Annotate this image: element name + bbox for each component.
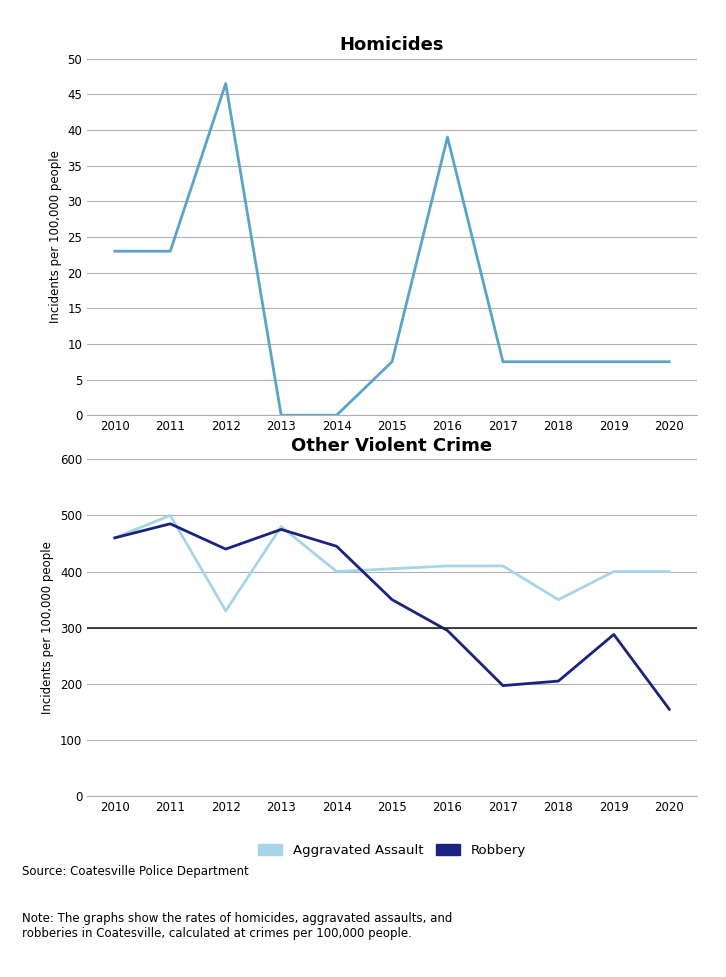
Robbery (443, 624, 452, 636)
Aggravated Assault (443, 560, 452, 572)
Robbery (554, 675, 563, 687)
Title: Homicides: Homicides (340, 36, 444, 55)
Robbery (333, 540, 341, 552)
Robbery (609, 628, 618, 640)
Y-axis label: Incidents per 100,000 people: Incidents per 100,000 people (49, 150, 62, 323)
Line: Aggravated Assault: Aggravated Assault (115, 515, 669, 611)
Robbery (110, 531, 119, 543)
Robbery (499, 680, 507, 692)
Text: Source: Coatesville Police Department: Source: Coatesville Police Department (22, 865, 248, 877)
Aggravated Assault (554, 594, 563, 606)
Aggravated Assault (333, 566, 341, 577)
Y-axis label: Incidents per 100,000 people: Incidents per 100,000 people (41, 541, 54, 714)
Line: Robbery: Robbery (115, 524, 669, 709)
Aggravated Assault (499, 560, 507, 572)
Robbery (166, 518, 175, 530)
Aggravated Assault (609, 566, 618, 577)
Text: Note: The graphs show the rates of homicides, aggravated assaults, and
robberies: Note: The graphs show the rates of homic… (22, 912, 452, 940)
Robbery (665, 703, 674, 715)
Legend: Aggravated Assault, Robbery: Aggravated Assault, Robbery (258, 844, 526, 857)
Title: Other Violent Crime: Other Violent Crime (291, 437, 493, 455)
Robbery (221, 543, 230, 555)
Aggravated Assault (388, 563, 396, 574)
Robbery (277, 524, 285, 535)
Aggravated Assault (277, 521, 285, 532)
Aggravated Assault (166, 509, 175, 521)
Robbery (388, 594, 396, 606)
Aggravated Assault (110, 531, 119, 543)
Aggravated Assault (665, 566, 674, 577)
Aggravated Assault (221, 605, 230, 616)
